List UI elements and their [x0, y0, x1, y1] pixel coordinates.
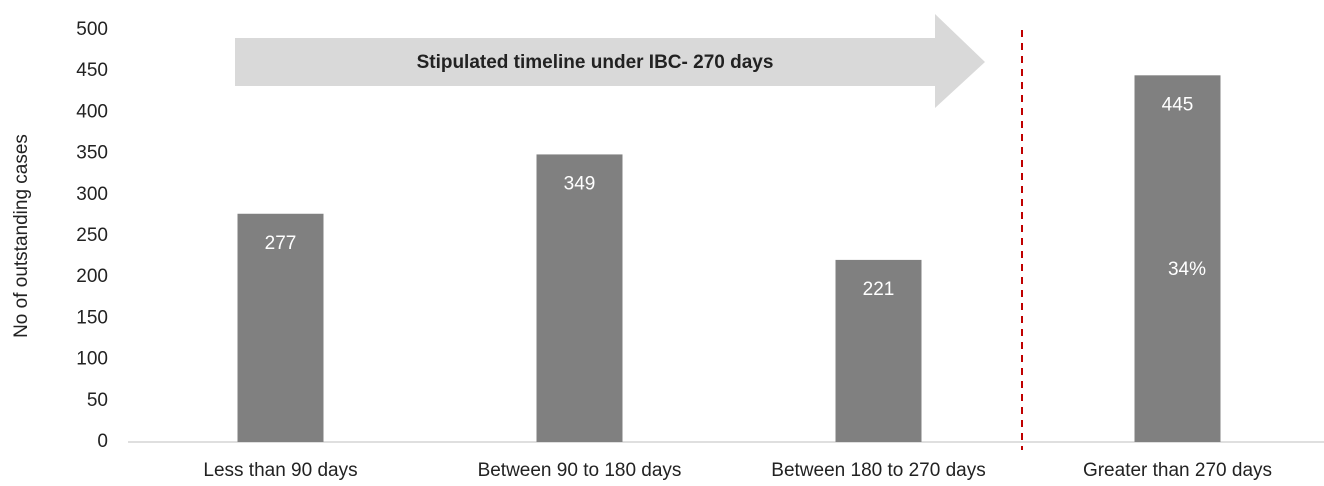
y-tick-label: 150 — [76, 307, 108, 328]
y-tick-label: 450 — [76, 60, 108, 81]
bar — [835, 259, 922, 442]
arrow-label: Stipulated timeline under IBC- 270 days — [417, 52, 774, 73]
x-tick-label: Less than 90 days — [203, 460, 357, 481]
y-tick-label: 300 — [76, 184, 108, 205]
value-label: 349 — [564, 173, 596, 194]
value-label: 277 — [265, 233, 297, 254]
y-tick-label: 50 — [87, 390, 108, 411]
y-tick-label: 100 — [76, 349, 108, 370]
y-tick-label: 500 — [76, 19, 108, 40]
bar — [237, 213, 324, 442]
x-tick-label: Between 180 to 270 days — [771, 460, 985, 481]
y-tick-label: 350 — [76, 143, 108, 164]
bar — [536, 154, 623, 442]
bar — [1134, 75, 1221, 442]
y-axis-label: No of outstanding cases — [11, 134, 32, 338]
value-label: 221 — [863, 279, 895, 300]
y-tick-label: 400 — [76, 101, 108, 122]
x-tick-label: Between 90 to 180 days — [478, 460, 682, 481]
y-tick-label: 0 — [97, 431, 108, 452]
value-label: 445 — [1162, 94, 1194, 115]
x-tick-label: Greater than 270 days — [1083, 460, 1272, 481]
y-tick-label: 200 — [76, 266, 108, 287]
y-tick-label: 250 — [76, 225, 108, 246]
timeline-arrow — [235, 14, 985, 108]
bar-annotation: 34% — [1168, 259, 1206, 280]
